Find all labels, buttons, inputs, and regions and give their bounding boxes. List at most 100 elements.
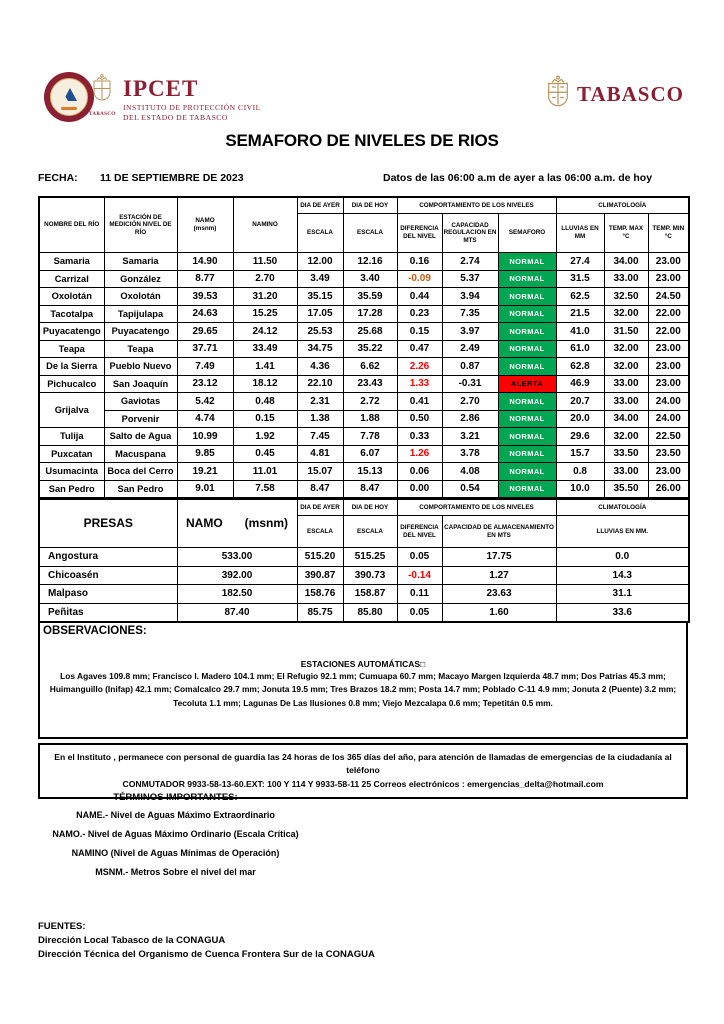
date-row: FECHA: 11 DE SEPTIEMBRE DE 2023 Datos de… bbox=[38, 172, 688, 186]
semaforo-badge: ALERTA bbox=[497, 374, 557, 393]
escala-hoy-cell: 7.78 bbox=[342, 427, 398, 446]
station-cell: Teapa bbox=[103, 339, 178, 358]
escala-ayer-cell: 17.05 bbox=[296, 304, 344, 323]
institute-notice-box: En el Instituto , permanece con personal… bbox=[38, 743, 688, 799]
temp-max-cell: 33.00 bbox=[603, 462, 649, 481]
document-body: NOMBRE DEL RÍO ESTACIÓN DE MEDICIÓN NIVE… bbox=[38, 196, 691, 799]
diferencia-cell: 1.26 bbox=[396, 444, 443, 463]
col-header-ayer: DIA DE AYER bbox=[296, 499, 344, 516]
namo-cell: 87.40 bbox=[176, 602, 298, 623]
ipcet-logo-block: IPCET INSTITUTO DE PROTECCIÓN CIVIL DEL … bbox=[123, 77, 261, 122]
namo-cell: 37.71 bbox=[176, 339, 234, 358]
escala-ayer-cell: 4.81 bbox=[296, 444, 344, 463]
temp-max-cell: 31.50 bbox=[603, 322, 649, 341]
capacidad-cell: 2.86 bbox=[441, 409, 499, 428]
escala-ayer-cell: 3.49 bbox=[296, 269, 344, 288]
namino-cell: 0.45 bbox=[232, 444, 298, 463]
civil-protection-inner-triangle-icon bbox=[60, 94, 68, 101]
col-header-semaforo: SEMAFORO bbox=[497, 213, 557, 253]
temp-min-cell: 26.00 bbox=[647, 479, 690, 499]
semaforo-badge: NORMAL bbox=[497, 322, 557, 341]
dam-name-cell: Chicoasén bbox=[38, 565, 178, 585]
seal-orange-band bbox=[61, 107, 77, 110]
temp-min-cell: 23.00 bbox=[647, 252, 690, 271]
capacidad-cell: 3.97 bbox=[441, 322, 499, 341]
station-cell: Boca del Cerro bbox=[103, 462, 178, 481]
escala-hoy-cell: 8.47 bbox=[342, 479, 398, 499]
river-name-cell: Pichucalco bbox=[38, 374, 105, 393]
escala-ayer-cell: 22.10 bbox=[296, 374, 344, 393]
namino-cell: 2.70 bbox=[232, 269, 298, 288]
river-name-cell: Oxolotán bbox=[38, 287, 105, 306]
temp-min-cell: 24.50 bbox=[647, 287, 690, 306]
river-row: Samaria Samaria 14.90 11.50 12.00 12.16 … bbox=[38, 252, 690, 271]
river-name-cell: Tacotalpa bbox=[38, 304, 105, 323]
escala-ayer-cell: 8.47 bbox=[296, 479, 344, 499]
station-cell: Samaria bbox=[103, 252, 178, 271]
lluvias-cell: 0.8 bbox=[555, 462, 605, 481]
diferencia-cell: 0.50 bbox=[396, 409, 443, 428]
rivers-table-header: NOMBRE DEL RÍO ESTACIÓN DE MEDICIÓN NIVE… bbox=[38, 196, 690, 253]
diferencia-cell: 0.41 bbox=[396, 392, 443, 411]
capacidad-cell: 2.70 bbox=[441, 392, 499, 411]
namo-cell: 533.00 bbox=[176, 547, 298, 567]
fecha-label: FECHA: bbox=[38, 172, 78, 184]
col-header-namo: NAMO (msnm) bbox=[176, 196, 234, 253]
coat-of-arms-icon bbox=[93, 74, 111, 101]
important-terms-section: TÉRMINOS IMPORTANTES: NAME.- Nivel de Ag… bbox=[33, 792, 318, 886]
escala-hoy-cell: 23.43 bbox=[342, 374, 398, 393]
namo-cell: 9.01 bbox=[176, 479, 234, 499]
diferencia-cell: 0.44 bbox=[396, 287, 443, 306]
diferencia-cell: -0.14 bbox=[396, 565, 443, 585]
namino-cell: 7.58 bbox=[232, 479, 298, 499]
station-cell: Salto de Agua bbox=[103, 427, 178, 446]
temp-max-cell: 32.00 bbox=[603, 427, 649, 446]
ipcet-subtitle-1: INSTITUTO DE PROTECCIÓN CIVIL bbox=[123, 102, 261, 112]
namo-cell: 4.74 bbox=[176, 409, 234, 428]
institute-notice-line1: En el Instituto , permanece con personal… bbox=[54, 752, 672, 776]
capacidad-cell: 4.08 bbox=[441, 462, 499, 481]
namo-cell: 23.12 bbox=[176, 374, 234, 393]
diferencia-cell: 0.11 bbox=[396, 584, 443, 604]
temp-max-cell: 32.00 bbox=[603, 339, 649, 358]
river-row: Grijalva Gaviotas 5.42 0.48 2.31 2.72 0.… bbox=[38, 392, 690, 428]
escala-hoy-cell: 158.87 bbox=[342, 584, 398, 604]
capacidad-cell: 1.27 bbox=[441, 565, 557, 585]
temp-max-cell: 32.00 bbox=[603, 304, 649, 323]
temp-min-cell: 23.50 bbox=[647, 444, 690, 463]
dam-name-cell: Angostura bbox=[38, 547, 178, 567]
institute-notice-line2: CONMUTADOR 9933-58-13-60.EXT: 100 Y 114 … bbox=[122, 778, 604, 789]
col-header-comportamiento: COMPORTAMIENTO DE LOS NIVELES bbox=[396, 196, 557, 214]
escala-hoy-cell: 35.59 bbox=[342, 287, 398, 306]
observations-title: OBSERVACIONES: bbox=[43, 625, 147, 637]
lluvias-cell: 61.0 bbox=[555, 339, 605, 358]
namo-cell: 10.99 bbox=[176, 427, 234, 446]
data-window-note: Datos de las 06:00 a.m de ayer a las 06:… bbox=[383, 172, 653, 184]
col-header-hoy: DIA DE HOY bbox=[342, 499, 398, 516]
diferencia-cell: 0.16 bbox=[396, 252, 443, 271]
temp-min-cell: 24.00 bbox=[647, 409, 690, 428]
escala-ayer-cell: 12.00 bbox=[296, 252, 344, 271]
col-header-capacidad: CAPACIDAD DE ALMACENAMIENTO EN MTS bbox=[441, 515, 557, 548]
escala-ayer-cell: 25.53 bbox=[296, 322, 344, 341]
temp-min-cell: 23.00 bbox=[647, 339, 690, 358]
capacidad-cell: 2.74 bbox=[441, 252, 499, 271]
temp-max-cell: 34.00 bbox=[603, 409, 649, 428]
col-header-lluvias: LLUVIAS EN MM. bbox=[555, 515, 690, 548]
temp-max-cell: 32.50 bbox=[603, 287, 649, 306]
diferencia-cell: 0.33 bbox=[396, 427, 443, 446]
semaforo-badge: NORMAL bbox=[497, 269, 557, 288]
ipcet-subtitle-2: DEL ESTADO DE TABASCO bbox=[123, 112, 228, 122]
namo-label: NAMO bbox=[195, 217, 215, 225]
semaforo-badge: NORMAL bbox=[497, 427, 557, 446]
river-row: Tulija Salto de Agua 10.99 1.92 7.45 7.7… bbox=[38, 427, 690, 446]
capacidad-cell: 3.78 bbox=[441, 444, 499, 463]
temp-min-cell: 22.00 bbox=[647, 322, 690, 341]
diferencia-cell: 0.47 bbox=[396, 339, 443, 358]
river-name-cell: Teapa bbox=[38, 339, 105, 358]
namo-cell: 7.49 bbox=[176, 357, 234, 376]
station-cell: Macuspana bbox=[103, 444, 178, 463]
namo-cell: 392.00 bbox=[176, 565, 298, 585]
lluvias-cell: 15.7 bbox=[555, 444, 605, 463]
